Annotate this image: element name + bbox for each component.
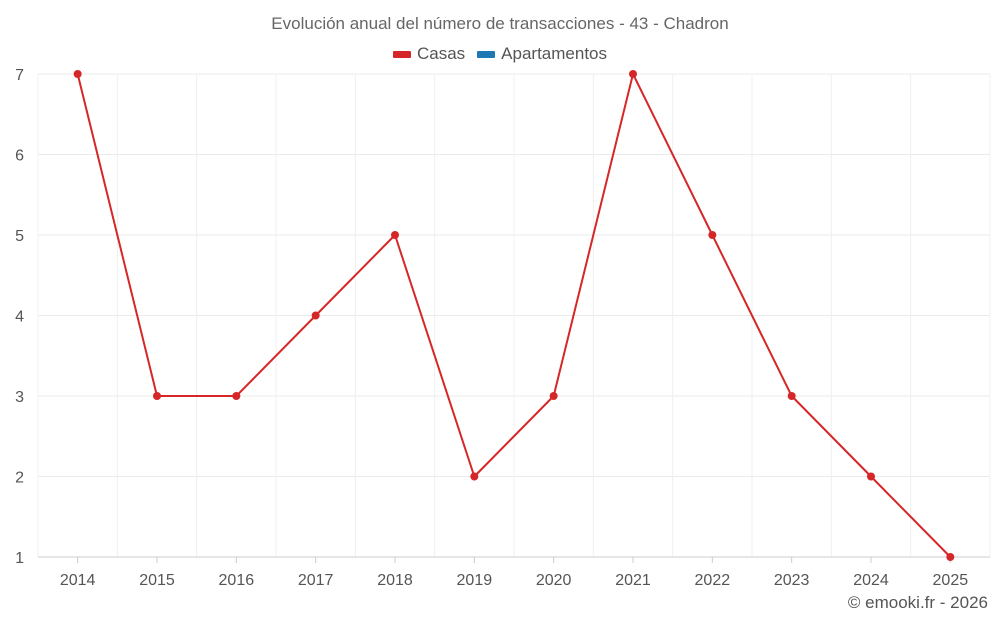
credit-text: © emooki.fr - 2026 <box>847 593 988 612</box>
x-tick-label: 2021 <box>615 572 651 589</box>
data-point[interactable] <box>946 553 955 561</box>
y-tick-label: 2 <box>15 470 24 487</box>
legend-item-casas[interactable]: Casas <box>392 44 466 64</box>
y-tick-label: 5 <box>15 228 24 245</box>
data-point[interactable] <box>708 231 717 239</box>
x-tick-label: 2020 <box>536 572 572 589</box>
data-point[interactable] <box>391 231 399 239</box>
x-tick-label: 2023 <box>774 572 810 589</box>
x-tick-label: 2016 <box>219 572 255 589</box>
y-tick-label: 6 <box>15 148 24 165</box>
data-point[interactable] <box>470 472 479 481</box>
legend-label-casas: Casas <box>416 44 466 63</box>
y-tick-label: 7 <box>15 67 24 84</box>
data-point[interactable] <box>629 70 637 78</box>
y-tick-label: 3 <box>15 389 24 406</box>
legend-swatch-casas <box>392 50 411 58</box>
x-tick-label: 2015 <box>139 572 175 589</box>
data-point[interactable] <box>787 392 796 400</box>
y-tick-label: 1 <box>15 550 24 567</box>
data-point[interactable] <box>311 311 320 320</box>
legend-item-apartamentos[interactable]: Apartamentos <box>477 44 607 64</box>
series-line-casas <box>76 73 952 558</box>
data-point[interactable] <box>232 392 241 400</box>
legend-swatch-apartamentos <box>477 50 496 58</box>
chart-legend: Casas Apartamentos <box>0 44 1000 64</box>
x-tick-label: 2014 <box>60 572 96 589</box>
legend-label-apartamentos: Apartamentos <box>501 44 608 63</box>
x-tick-label: 2019 <box>457 572 493 589</box>
y-tick-label: 4 <box>15 309 24 326</box>
chart-title: Evolución anual del número de transaccio… <box>271 14 729 33</box>
data-point[interactable] <box>549 392 558 400</box>
x-tick-label: 2018 <box>377 572 413 589</box>
data-point[interactable] <box>73 70 82 78</box>
data-point[interactable] <box>153 392 161 400</box>
x-tick-label: 2025 <box>933 572 969 589</box>
data-point[interactable] <box>867 472 875 481</box>
x-tick-label: 2017 <box>298 572 334 589</box>
x-tick-label: 2022 <box>695 572 731 589</box>
x-tick-label: 2024 <box>853 572 889 589</box>
